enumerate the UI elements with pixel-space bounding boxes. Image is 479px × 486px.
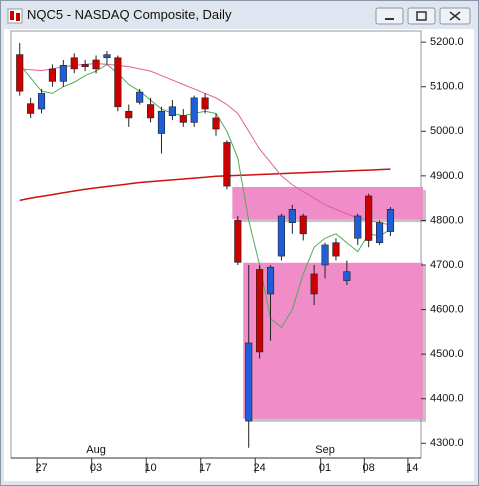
candle-body: [245, 342, 253, 422]
candle-body: [321, 244, 329, 266]
window-buttons: [375, 7, 471, 25]
candle-body: [256, 269, 264, 353]
x-tick-label: 24: [253, 462, 265, 474]
month-label: Sep: [315, 444, 335, 456]
candle-body: [277, 215, 285, 257]
candle-body: [288, 208, 296, 223]
y-tick-label: 5100.0: [430, 81, 464, 93]
candle-body: [168, 106, 176, 116]
candle-body: [212, 117, 220, 130]
candle-body: [16, 54, 24, 92]
window-title: NQC5 - NASDAQ Composite, Daily: [27, 7, 232, 22]
candle-body: [365, 195, 373, 241]
x-tick-label: 08: [363, 462, 375, 474]
app-icon: [7, 8, 23, 24]
candle-body: [81, 64, 89, 67]
candle-body: [179, 115, 187, 123]
candle-body: [27, 103, 35, 114]
chart: 4300.0 4400.0 4500.0 4600.0 4700.0 4800.0 4900…: [4, 29, 474, 481]
month-label: Aug: [86, 444, 106, 456]
candle-body: [299, 215, 307, 235]
x-tick-label: 03: [90, 462, 102, 474]
y-tick-label: 4600.0: [430, 303, 464, 315]
candle-body: [157, 110, 166, 134]
candle-body: [343, 271, 351, 281]
candle-body: [70, 57, 78, 70]
y-tick-label: 5200.0: [430, 36, 464, 48]
y-tick-label: 4900.0: [430, 170, 464, 182]
candle-body: [92, 59, 100, 70]
x-tick-label: 17: [199, 462, 211, 474]
maximize-button[interactable]: [407, 7, 436, 25]
candle-body: [234, 220, 242, 263]
candle-body: [48, 68, 57, 82]
y-tick-label: 5000.0: [430, 125, 464, 137]
x-tick-label: 01: [319, 462, 331, 474]
candle-body: [114, 57, 122, 108]
candle-body: [354, 215, 362, 239]
y-tick-label: 4300.0: [430, 437, 464, 449]
y-tick-label: 4400.0: [430, 393, 464, 405]
y-tick-label: 4800.0: [430, 214, 464, 226]
candle-body: [103, 54, 111, 59]
candle-body: [136, 91, 144, 103]
x-tick-label: 14: [406, 462, 418, 474]
minimize-button[interactable]: [375, 7, 404, 25]
x-tick-label: 27: [35, 462, 47, 474]
candle-body: [125, 110, 133, 119]
zone: [232, 187, 423, 220]
candle-body: [223, 142, 231, 187]
candle-body: [266, 266, 275, 295]
candle-body: [310, 273, 318, 295]
candle-body: [375, 222, 384, 244]
moving-average-line: [19, 168, 391, 202]
candle-body: [37, 93, 46, 110]
candle-body: [59, 65, 67, 82]
y-tick-label: 4700.0: [430, 259, 464, 271]
y-tick-label: 4500.0: [430, 348, 464, 360]
candle-body: [201, 97, 209, 110]
candle-body: [190, 97, 198, 123]
candle-body: [147, 104, 155, 119]
candle-body: [332, 242, 340, 257]
x-tick-label: 10: [144, 462, 156, 474]
candle-body: [386, 208, 395, 232]
